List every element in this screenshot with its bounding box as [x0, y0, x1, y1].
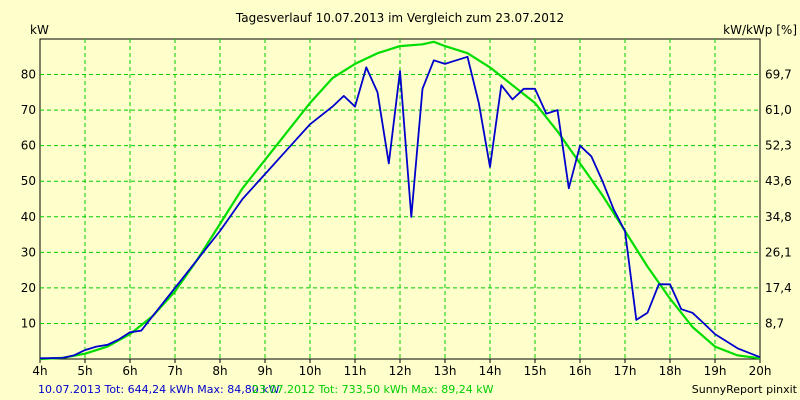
x-tick-label: 20h	[749, 364, 772, 378]
x-tick-label: 9h	[257, 364, 272, 378]
y-tick-label-right: 17,4	[765, 281, 792, 295]
x-tick-label: 8h	[212, 364, 227, 378]
ticks: 4h 5h 6h 7h 8h 9h 10h 11h 12h 13h 14h 15h 16h 17h 18h 1…	[21, 68, 792, 378]
y-tick-label-right: 8,7	[765, 316, 784, 330]
series-line-10.07.2013	[39, 55, 761, 360]
y-axis-label-right: kW/kWp [%]	[723, 23, 797, 37]
x-tick-label: 17h	[614, 364, 637, 378]
y-tick-label-left: 60	[21, 139, 36, 153]
x-tick-label: 5h	[77, 364, 92, 378]
y-axis-label-left: kW	[30, 23, 49, 37]
x-tick-label: 18h	[659, 364, 682, 378]
series-line-23.07.2012	[39, 40, 761, 361]
x-tick-label: 11h	[344, 364, 367, 378]
y-tick-label-right: 43,6	[765, 174, 792, 188]
y-tick-label-left: 40	[21, 210, 36, 224]
plot-area	[39, 38, 761, 360]
x-tick-label: 10h	[299, 364, 322, 378]
x-tick-label: 13h	[434, 364, 457, 378]
y-tick-label-right: 34,8	[765, 210, 792, 224]
x-tick-label: 14h	[479, 364, 502, 378]
y-tick-label-right: 26,1	[765, 245, 792, 259]
y-tick-label-left: 70	[21, 103, 36, 117]
legend-2013: 10.07.2013 Tot: 644,24 kWh Max: 84,80 kW	[38, 383, 280, 396]
y-tick-label-left: 20	[21, 281, 36, 295]
y-tick-label-right: 61,0	[765, 103, 792, 117]
y-tick-label-left: 50	[21, 174, 36, 188]
x-tick-label: 12h	[389, 364, 412, 378]
y-tick-label-right: 69,7	[765, 68, 792, 82]
footer-credit: SunnyReport pinxit	[692, 383, 798, 396]
y-tick-label-left: 80	[21, 68, 36, 82]
x-tick-label: 19h	[704, 364, 727, 378]
y-tick-label-left: 10	[21, 316, 36, 330]
x-tick-label: 16h	[569, 364, 592, 378]
legend-2012: 23.07.2012 Tot: 733,50 kWh Max: 89,24 kW	[252, 383, 494, 396]
series-lines	[39, 40, 761, 361]
y-tick-label-left: 30	[21, 245, 36, 259]
x-tick-label: 4h	[32, 364, 47, 378]
x-tick-label: 6h	[122, 364, 137, 378]
x-tick-label: 15h	[524, 364, 547, 378]
x-tick-label: 7h	[167, 364, 182, 378]
y-tick-label-right: 52,3	[765, 139, 792, 153]
chart-title: Tagesverlauf 10.07.2013 im Vergleich zum…	[235, 11, 564, 25]
